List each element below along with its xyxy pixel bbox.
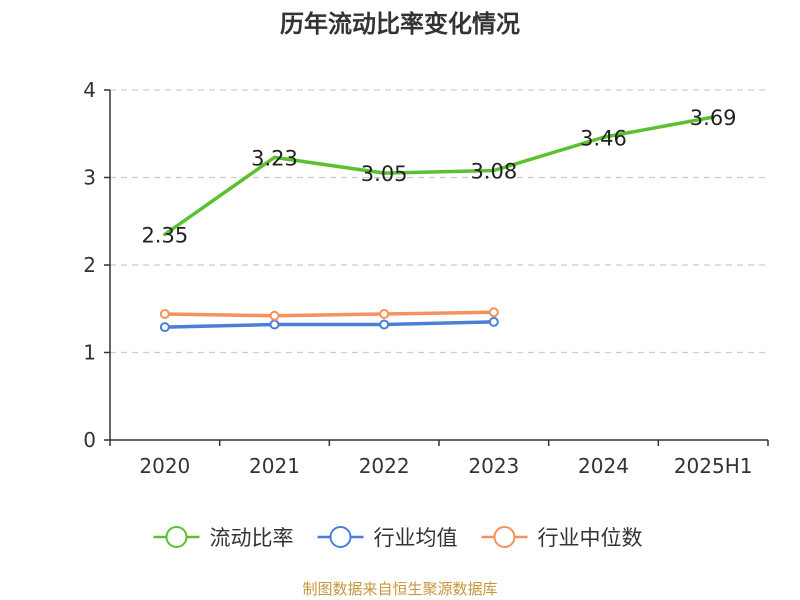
data-point-2-2 [379,309,390,319]
data-point-2-0 [159,309,170,319]
x-tick-label-2025H1: 2025H1 [674,454,753,478]
series-line-1 [163,320,496,329]
x-tick-label-2022: 2022 [359,454,410,478]
y-tick-label-2: 2 [83,253,96,277]
x-tick-label-2023: 2023 [468,454,519,478]
legend-marker-0 [165,526,188,548]
data-point-1-2 [379,319,390,330]
data-label-0-0: 2.35 [141,223,188,247]
data-point-1-3 [488,316,499,327]
legend-marker-2 [493,526,516,548]
legend-label-2: 行业中位数 [538,526,643,550]
legend-label-0: 流动比率 [210,526,294,550]
series-line-0 [163,115,715,237]
data-label-0-4: 3.46 [580,126,627,150]
x-tick-label-2021: 2021 [249,454,300,478]
legend[interactable]: 流动比率 行业均值 行业中位数 [153,526,643,550]
series-line-2 [163,310,496,318]
legend-label-1: 行业均值 [374,526,458,550]
y-tick-label-0: 0 [83,428,96,452]
data-point-2-1 [269,310,280,321]
legend-item-1[interactable]: 行业均值 [317,526,458,550]
x-tick-label-2024: 2024 [578,454,629,478]
data-label-0-1: 3.23 [251,146,298,170]
data-point-2-3 [488,307,499,318]
x-tick-label-2020: 2020 [139,454,190,478]
source-note: 制图数据来自恒生聚源数据库 [302,580,497,598]
y-tick-label-1: 1 [83,341,96,365]
data-point-1-1 [269,319,280,330]
chart-title: 历年流动比率变化情况 [280,10,520,38]
data-points [159,307,499,333]
y-tick-label-3: 3 [83,166,96,190]
data-point-1-0 [159,322,170,333]
data-label-0-5: 3.69 [690,106,737,130]
legend-item-0[interactable]: 流动比率 [153,526,294,550]
series-lines [163,115,715,329]
y-tick-label-4: 4 [83,78,96,102]
axes: 0 1 2 3 4 2020 2021 2022 2023 2024 2025H1 [83,78,769,478]
legend-marker-1 [329,526,352,548]
data-labels: 2.35 3.23 3.05 3.08 3.46 3.69 [141,106,736,247]
data-label-0-3: 3.08 [470,160,517,184]
data-label-0-2: 3.05 [361,162,408,186]
legend-item-2[interactable]: 行业中位数 [481,526,643,550]
